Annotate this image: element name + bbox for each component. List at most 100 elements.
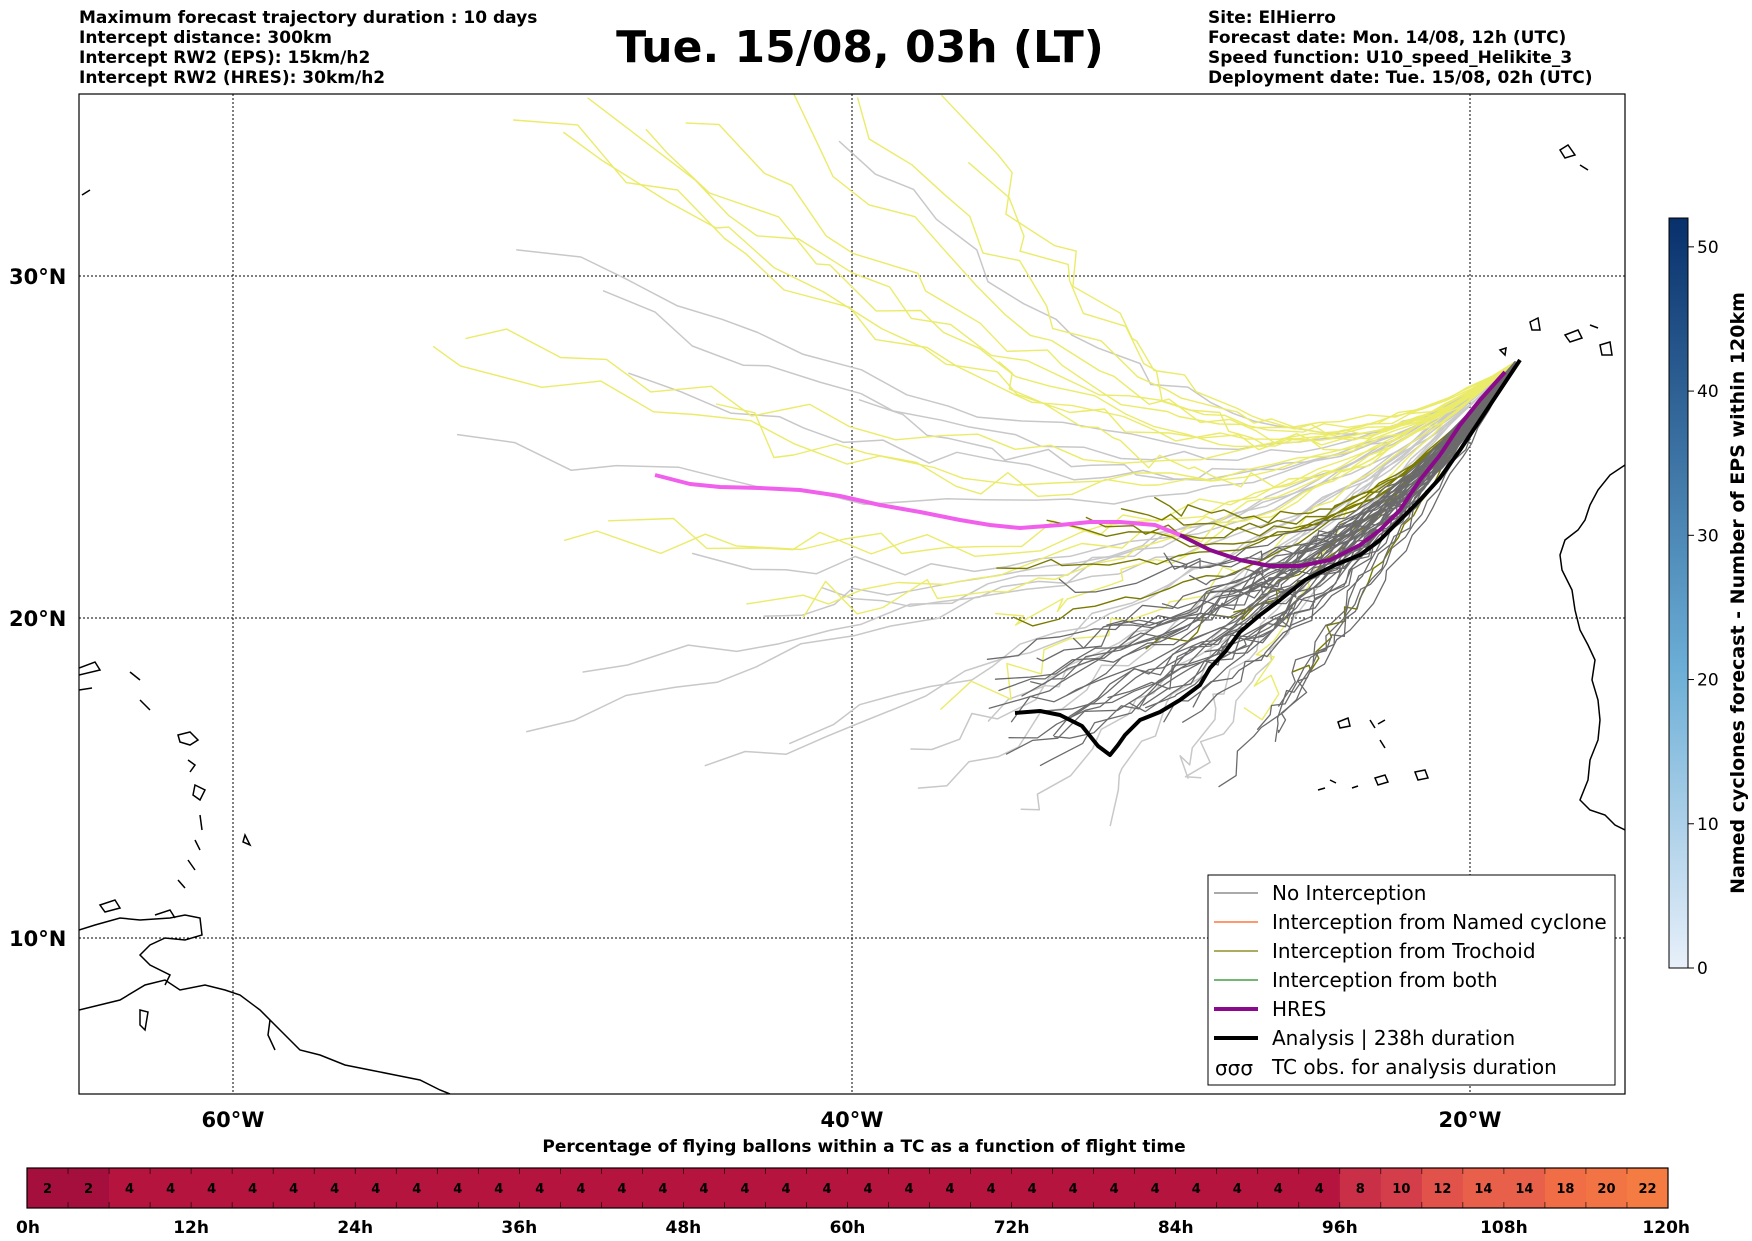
lat-label: 20°N <box>9 607 66 631</box>
timebar-value: 10 <box>1392 1182 1410 1197</box>
timebar-cell: 4 <box>1216 1168 1259 1208</box>
info-line: Intercept RW2 (EPS): 15km/h2 <box>79 48 371 68</box>
info-line: Maximum forecast trajectory duration : 1… <box>79 8 538 28</box>
timebar-value: 18 <box>1556 1182 1574 1197</box>
time-percentage-bar: Percentage of flying ballons within a TC… <box>16 1137 1690 1238</box>
timebar-cell: 4 <box>313 1168 356 1208</box>
colorbar-tick-label: 10 <box>1697 815 1719 835</box>
timebar-cell: 4 <box>683 1168 725 1208</box>
timebar-cell: 4 <box>724 1168 766 1208</box>
colorbar-tick-label: 0 <box>1697 959 1708 979</box>
timebar-tick-label: 36h <box>501 1218 537 1238</box>
timebar-value: 4 <box>494 1182 503 1197</box>
timebar-value: 4 <box>1274 1182 1283 1197</box>
timebar-cell: 4 <box>231 1168 274 1208</box>
timebar-value: 4 <box>1069 1182 1078 1197</box>
forecast-parameters: Maximum forecast trajectory duration : 1… <box>79 8 537 88</box>
timebar-cell: 4 <box>806 1168 848 1208</box>
timebar-cell: 14 <box>1462 1168 1505 1208</box>
timebar-value: 4 <box>781 1182 790 1197</box>
legend-label: Interception from both <box>1272 968 1498 992</box>
colorbar: 0 10 20 30 40 50 Named cyclones forecast - Nu… <box>1668 217 1749 979</box>
legend-label: Interception from Trochoid <box>1272 939 1536 963</box>
timebar-value: 4 <box>207 1182 216 1197</box>
legend-label: TC obs. for analysis duration <box>1271 1055 1557 1079</box>
timebar-value: 22 <box>1638 1182 1656 1197</box>
legend-item: Interception from Named cyclone <box>1214 910 1607 934</box>
timebar-cell: 22 <box>1626 1168 1669 1208</box>
colorbar-gradient <box>1668 217 1689 969</box>
timebar-value: 4 <box>905 1182 914 1197</box>
timebar-cell: 18 <box>1544 1168 1587 1208</box>
timebar-value: 4 <box>1233 1182 1242 1197</box>
timebar-cell: 4 <box>477 1168 520 1208</box>
lon-label: 60°W <box>202 1108 265 1132</box>
timebar-value: 4 <box>1315 1182 1324 1197</box>
timebar-value: 12 <box>1433 1182 1451 1197</box>
timebar-value: 4 <box>371 1182 380 1197</box>
timebar-cell: 4 <box>888 1168 931 1208</box>
timebar-cell: 2 <box>26 1168 69 1208</box>
info-line: Intercept distance: 300km <box>79 28 332 48</box>
timebar-cell: 4 <box>436 1168 479 1208</box>
timebar-value: 4 <box>1192 1182 1201 1197</box>
timebar-cell: 4 <box>1257 1168 1300 1208</box>
timebar-cell: 4 <box>765 1168 807 1208</box>
hres-trajectory-early <box>654 473 1181 537</box>
timebar-cell: 12 <box>1421 1168 1464 1208</box>
info-line: Speed function: U10_speed_Helikite_3 <box>1208 48 1573 68</box>
site-parameters: Site: ElHierro Forecast date: Mon. 14/08… <box>1208 8 1593 88</box>
timebar-tick-label: 120h <box>1642 1218 1690 1238</box>
colorbar-tick-label: 30 <box>1697 526 1719 546</box>
timebar-cell: 4 <box>601 1168 643 1208</box>
timebar-cell: 8 <box>1339 1168 1382 1208</box>
timebar-cell: 4 <box>560 1168 602 1208</box>
info-line: Forecast date: Mon. 14/08, 12h (UTC) <box>1208 28 1567 48</box>
timebar-title: Percentage of flying ballons within a TC… <box>542 1137 1185 1157</box>
timebar-value: 4 <box>576 1182 585 1197</box>
info-line: Intercept RW2 (HRES): 30km/h2 <box>79 68 386 88</box>
timebar-cell: 20 <box>1585 1168 1628 1208</box>
legend-label: Interception from Named cyclone <box>1272 910 1607 934</box>
coastlines <box>79 143 1625 1094</box>
timebar-cell: 4 <box>1093 1168 1136 1208</box>
timebar-value: 4 <box>946 1182 955 1197</box>
lon-label: 40°W <box>821 1108 884 1132</box>
timebar-value: 4 <box>822 1182 831 1197</box>
timebar-cell: 4 <box>1052 1168 1095 1208</box>
legend-label: No Interception <box>1272 881 1426 905</box>
lon-label: 20°W <box>1439 1108 1502 1132</box>
legend-item: Interception from Trochoid <box>1214 939 1536 963</box>
timebar-value: 4 <box>166 1182 175 1197</box>
timebar-value: 4 <box>617 1182 626 1197</box>
legend-label: HRES <box>1272 997 1326 1021</box>
timebar-tick-label: 60h <box>830 1218 866 1238</box>
timebar-tick-label: 84h <box>1158 1218 1194 1238</box>
timebar-value: 4 <box>1028 1182 1037 1197</box>
timebar-value: 4 <box>248 1182 257 1197</box>
info-line: Site: ElHierro <box>1208 8 1336 28</box>
timebar-value: 4 <box>289 1182 298 1197</box>
legend-item: HRES <box>1214 997 1326 1021</box>
timebar-value: 2 <box>43 1182 52 1197</box>
timebar-tick-label: 12h <box>173 1218 209 1238</box>
tc-symbol-icon: σσσ <box>1215 1056 1253 1080</box>
timebar-tick-label: 72h <box>994 1218 1030 1238</box>
timebar-cell: 4 <box>149 1168 192 1208</box>
timebar-value: 14 <box>1515 1182 1533 1197</box>
timebar-cell: 4 <box>1175 1168 1218 1208</box>
timebar-cell: 10 <box>1380 1168 1423 1208</box>
timebar-value: 8 <box>1356 1182 1365 1197</box>
timebar-value: 14 <box>1474 1182 1492 1197</box>
timebar-value: 20 <box>1597 1182 1615 1197</box>
timebar-tick-label: 48h <box>666 1218 702 1238</box>
timebar-cell: 4 <box>1011 1168 1054 1208</box>
timebar-cell: 4 <box>354 1168 397 1208</box>
timebar-cell: 4 <box>970 1168 1013 1208</box>
timebar-value: 4 <box>658 1182 667 1197</box>
colorbar-tick-label: 50 <box>1697 238 1719 258</box>
legend-item: Analysis | 238h duration <box>1214 1026 1515 1050</box>
timebar-value: 4 <box>1110 1182 1119 1197</box>
timebar-value: 4 <box>453 1182 462 1197</box>
